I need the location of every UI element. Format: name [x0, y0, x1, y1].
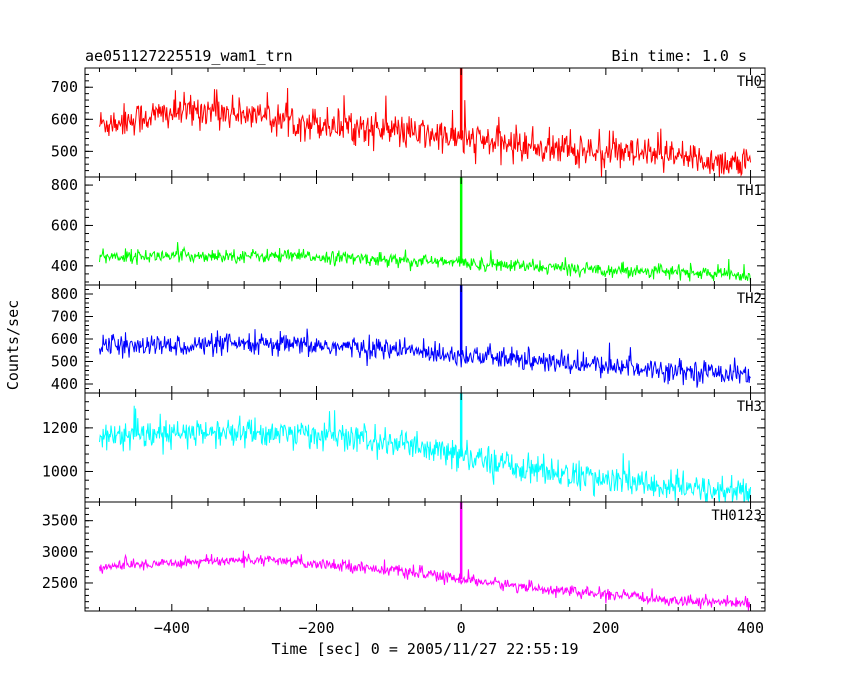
y-tick-label: 2500 — [42, 574, 78, 592]
panel-label-th3: TH3 — [737, 399, 762, 415]
x-tick-label: −400 — [154, 619, 190, 637]
panel-th1: 400 600 800 TH1 — [51, 176, 766, 286]
panel-frame — [84, 284, 766, 394]
panel-th0: 500 600 700 TH0 — [51, 67, 766, 178]
y-tick-label: 600 — [51, 110, 78, 128]
series-line-th1 — [99, 242, 751, 284]
y-tick-label: 500 — [51, 353, 78, 371]
x-tick-label: 0 — [457, 619, 466, 637]
panel-label-th2: TH2 — [737, 291, 762, 307]
y-tick-label: 1200 — [42, 419, 78, 437]
y-tick-label: 400 — [51, 257, 78, 275]
series-line-th0 — [99, 87, 751, 177]
panels-group: 500 600 700 TH0 400 600 800 TH1 400 500 600 700 800 T… — [42, 67, 766, 637]
y-axis-title: Counts/sec — [4, 300, 22, 390]
y-tick-label: 500 — [51, 142, 78, 160]
x-tick-label: 400 — [737, 619, 764, 637]
y-tick-label: 800 — [51, 176, 78, 194]
y-tick-label: 1000 — [42, 462, 78, 480]
panel-label-th0: TH0 — [737, 74, 762, 90]
series-line-th3 — [99, 405, 751, 502]
series-line-th2 — [99, 328, 751, 388]
chart-title: ae051127225519_wam1_trn — [85, 47, 293, 65]
y-tick-label: 700 — [51, 78, 78, 96]
bin-time-label: Bin time: 1.0 s — [612, 47, 747, 65]
y-tick-label: 3000 — [42, 543, 78, 561]
panel-th2: 400 500 600 700 800 TH2 — [51, 284, 766, 394]
y-tick-label: 600 — [51, 330, 78, 348]
y-tick-label: 700 — [51, 308, 78, 326]
y-tick-label: 600 — [51, 216, 78, 234]
x-tick-label: 200 — [592, 619, 619, 637]
series-line-th0123 — [99, 550, 751, 611]
panel-label-th0123: TH0123 — [711, 508, 762, 524]
x-axis-title: Time [sec] 0 = 2005/11/27 22:55:19 — [271, 640, 578, 658]
y-tick-label: 3500 — [42, 512, 78, 530]
y-tick-label: 400 — [51, 375, 78, 393]
x-tick-label: −200 — [298, 619, 334, 637]
panel-th0123: 2500 3000 3500 TH0123 — [42, 501, 766, 612]
y-tick-label: 800 — [51, 285, 78, 303]
panel-label-th1: TH1 — [737, 183, 762, 199]
panel-frame — [84, 176, 766, 286]
panel-th3: 1000 1200 TH3 — [42, 392, 766, 503]
panel-frame — [84, 501, 766, 612]
